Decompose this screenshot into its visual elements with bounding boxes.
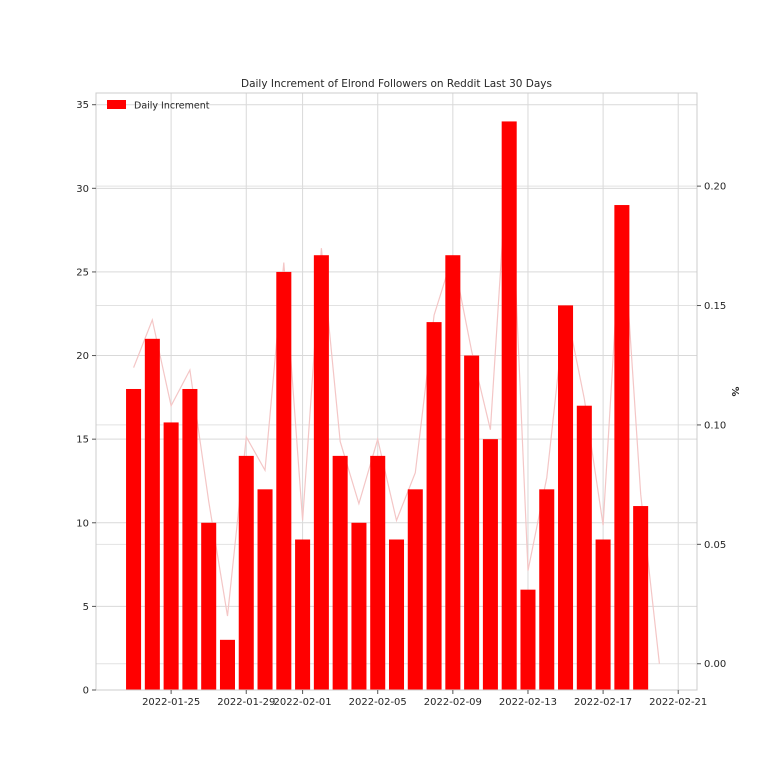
- y2-tick-label: 0.00: [704, 659, 726, 670]
- bar-2022-02-06: [388, 539, 405, 690]
- y-tick-label: 25: [76, 267, 89, 278]
- bar-2022-02-03: [332, 455, 348, 690]
- x-tick-label: 2022-02-09: [424, 697, 482, 708]
- bar-2022-02-02: [313, 255, 329, 690]
- bar-2022-02-19: [633, 506, 649, 690]
- bar-2022-02-07: [407, 489, 423, 690]
- bar-2022-02-14: [539, 489, 555, 690]
- y-tick-label: 10: [76, 518, 89, 529]
- y-tick-label: 35: [76, 100, 89, 111]
- x-tick-label: 2022-01-25: [142, 697, 200, 708]
- y-tick-label: 15: [76, 435, 89, 446]
- bar-2022-02-18: [614, 205, 630, 691]
- x-tick-label: 2022-02-13: [499, 697, 557, 708]
- bar-2022-02-12: [501, 121, 517, 691]
- y2-tick-label: 0.15: [704, 301, 726, 312]
- legend: Daily Increment: [107, 100, 210, 112]
- bar-2022-02-13: [520, 589, 536, 690]
- bar-2022-02-05: [370, 455, 386, 690]
- bar-2022-01-24: [144, 338, 160, 690]
- y2-axis-label: %: [729, 386, 740, 396]
- bar-2022-02-16: [576, 405, 592, 690]
- x-tick-label: 2022-01-29: [217, 697, 275, 708]
- bar-2022-02-11: [482, 439, 498, 690]
- y2-tick-label: 0.05: [704, 540, 726, 551]
- x-tick-label: 2022-02-17: [574, 697, 632, 708]
- chart-title: Daily Increment of Elrond Followers on R…: [241, 78, 552, 90]
- bar-2022-01-28: [219, 639, 235, 690]
- bar-2022-02-15: [558, 305, 574, 690]
- plot-frame: [95, 92, 698, 691]
- bar-2022-01-29: [238, 455, 254, 690]
- bar-2022-01-26: [182, 388, 198, 690]
- bar-2022-02-10: [464, 355, 480, 690]
- y2-axis-ticks: 0.00 0.05 0.10 0.15 0.20: [697, 182, 726, 670]
- y2-tick-label: 0.20: [704, 182, 726, 193]
- y-tick-label: 5: [83, 602, 89, 613]
- bar-2022-02-09: [445, 255, 461, 690]
- bar-2022-02-04: [351, 522, 367, 690]
- y-tick-label: 20: [76, 351, 89, 362]
- y2-tick-label: 0.10: [704, 420, 726, 431]
- bar-2022-02-01: [295, 539, 311, 690]
- bar-2022-01-23: [126, 388, 142, 690]
- y-tick-label: 30: [76, 184, 89, 195]
- legend-swatch-daily-increment: [107, 100, 126, 109]
- bar-2022-02-17: [595, 539, 611, 690]
- x-tick-label: 2022-02-05: [349, 697, 407, 708]
- bar-2022-01-27: [201, 522, 217, 690]
- bar-2022-02-08: [426, 322, 442, 690]
- x-tick-label: 2022-02-21: [649, 697, 707, 708]
- daily-increment-bars: [126, 121, 649, 691]
- bar-2022-01-25: [163, 422, 179, 690]
- x-tick-label: 2022-02-01: [274, 697, 332, 708]
- legend-label-daily-increment: Daily Increment: [134, 101, 210, 112]
- bar-2022-01-30: [257, 489, 273, 690]
- y-tick-label: 0: [83, 686, 89, 697]
- y-axis-ticks: 0 5 10 15 20 25 30 35: [76, 100, 96, 697]
- bar-2022-01-31: [276, 271, 292, 690]
